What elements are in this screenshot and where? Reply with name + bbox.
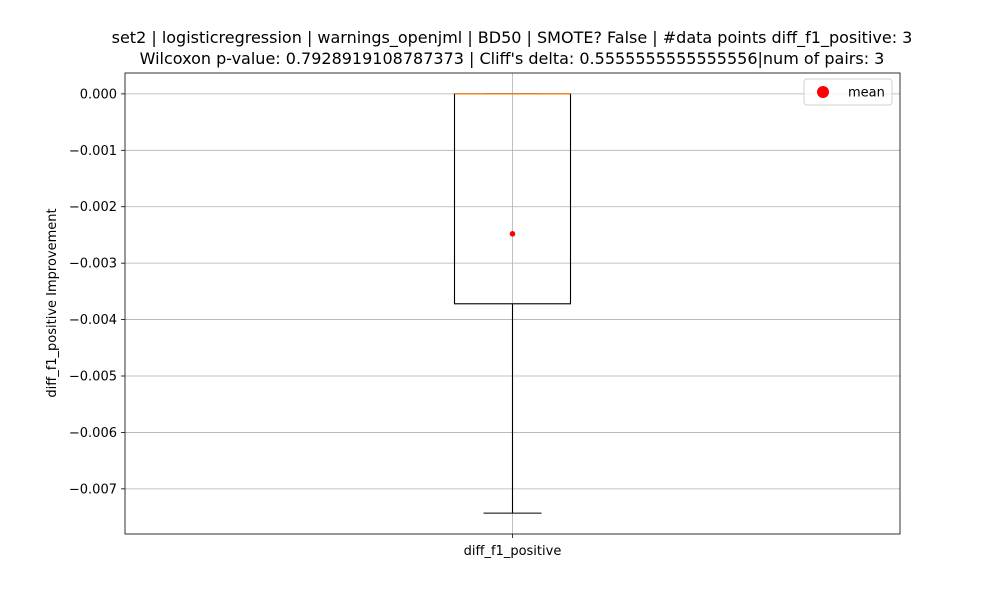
legend-box bbox=[803, 78, 893, 106]
chart-title-line2: Wilcoxon p-value: 0.7928919108787373 | C… bbox=[140, 49, 885, 68]
y-tick-label: −0.006 bbox=[69, 426, 117, 441]
y-tick-label: −0.003 bbox=[69, 257, 117, 272]
legend: mean bbox=[803, 78, 893, 106]
legend-marker-mean bbox=[817, 86, 829, 98]
y-tick-label: −0.004 bbox=[69, 313, 117, 328]
chart-title-line1: set2 | logisticregression | warnings_ope… bbox=[112, 28, 913, 48]
x-tick-label: diff_f1_positive bbox=[464, 544, 562, 559]
mean-point bbox=[509, 231, 516, 237]
y-tick-label: −0.001 bbox=[69, 144, 117, 159]
y-tick-label: 0.000 bbox=[80, 87, 117, 102]
y-axis-label: diff_f1_positive Improvement bbox=[45, 208, 60, 397]
y-tick-label: −0.002 bbox=[69, 200, 117, 215]
legend-label-mean: mean bbox=[848, 86, 885, 101]
y-tick-label: −0.005 bbox=[69, 370, 117, 385]
boxplot bbox=[453, 93, 572, 514]
y-tick-label: −0.007 bbox=[69, 482, 117, 497]
axes: 0.000 −0.001 −0.002 −0.003 −0.004 −0.005 −0.00… bbox=[69, 72, 901, 559]
